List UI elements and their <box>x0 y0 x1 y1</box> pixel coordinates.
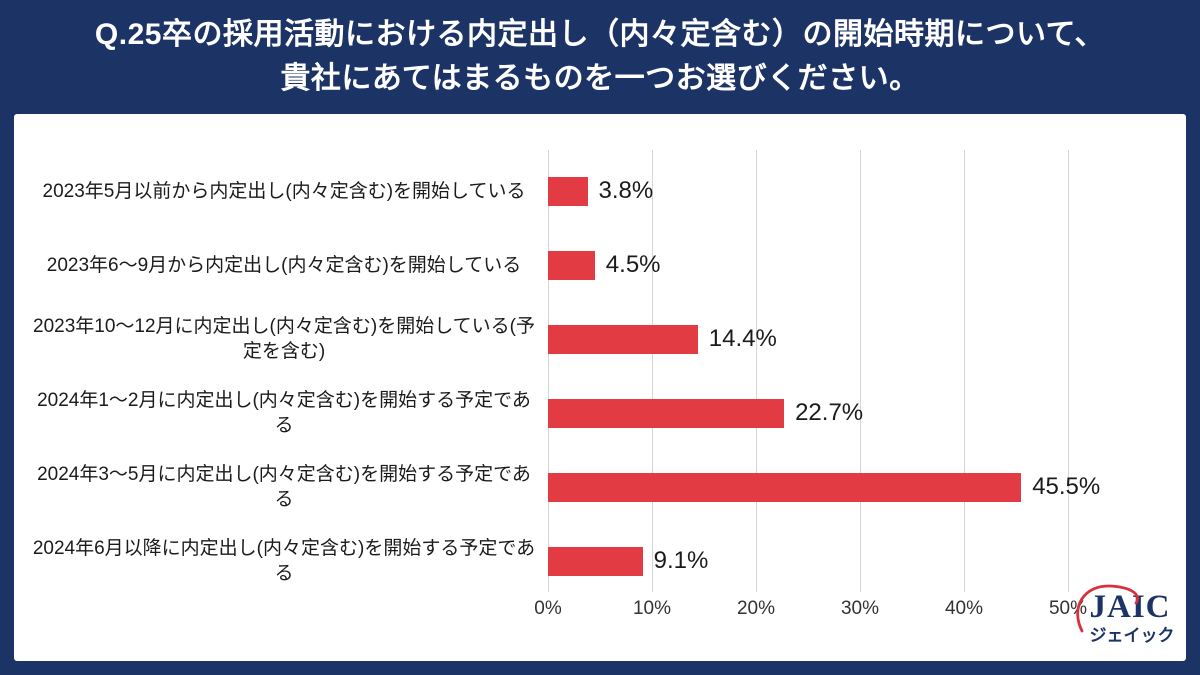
jaic-logo: JAIC ジェイック <box>1068 577 1184 651</box>
value-label: 14.4% <box>708 325 777 352</box>
category-label: 2024年3～5月に内定出し(内々定含む)を開始する予定である <box>37 464 531 510</box>
chart-panel: 0% 10% 20% 30% 40% 50% 2023年5月以前から内定出し(内々定含む)を… <box>14 114 1186 661</box>
category-label: 2024年1～2月に内定出し(内々定含む)を開始する予定である <box>37 390 531 436</box>
value-label: 22.7% <box>795 399 864 426</box>
category-label: 2024年6月以降に内定出し(内々定含む)を開始する予定である <box>32 538 536 584</box>
title-line-1: Q.25卒の採用活動における内定出し（内々定含む）の開始時期について、 <box>94 18 1106 51</box>
x-tick-label: 40% <box>944 598 984 619</box>
bar-chart: 0% 10% 20% 30% 40% 50% 2023年5月以前から内定出し(内々定含む)を… <box>14 114 1186 661</box>
value-label: 4.5% <box>605 251 661 278</box>
bar <box>548 546 643 576</box>
category-label: 2023年5月以前から内定出し(内々定含む)を開始している <box>42 180 526 202</box>
jaic-logo-graphic: JAIC ジェイック <box>1076 584 1175 645</box>
gridline-50% <box>1068 150 1069 592</box>
bar <box>548 398 785 428</box>
logo-swoosh-icon <box>1076 584 1139 633</box>
x-tick-label: 20% <box>736 598 776 619</box>
value-label: 3.8% <box>598 177 654 204</box>
bar <box>548 472 1022 502</box>
gridline-30% <box>860 150 861 592</box>
question-title: Q.25卒の採用活動における内定出し（内々定含む）の開始時期について、 貴社にあ… <box>0 0 1200 114</box>
bar <box>548 250 595 280</box>
logo-text: JAIC <box>1089 589 1170 625</box>
bar <box>548 324 698 354</box>
gridline-0% <box>548 150 549 592</box>
value-label: 9.1% <box>653 547 709 574</box>
logo-subtext: ジェイック <box>1090 626 1175 645</box>
bar <box>548 176 588 206</box>
x-tick-label: 0% <box>534 598 562 619</box>
category-label: 2023年6～9月から内定出し(内々定含む)を開始している <box>46 254 522 276</box>
gridline-40% <box>964 150 965 592</box>
gridline-20% <box>756 150 757 592</box>
x-tick-label: 10% <box>632 598 672 619</box>
value-label: 45.5% <box>1032 473 1101 500</box>
x-tick-label: 30% <box>840 598 880 619</box>
category-label: 2023年10～12月に内定出し(内々定含む)を開始している(予定を含む) <box>33 316 535 362</box>
gridline-10% <box>652 150 653 592</box>
title-line-2: 貴社にあてはまるものを一つお選びください。 <box>280 62 920 95</box>
